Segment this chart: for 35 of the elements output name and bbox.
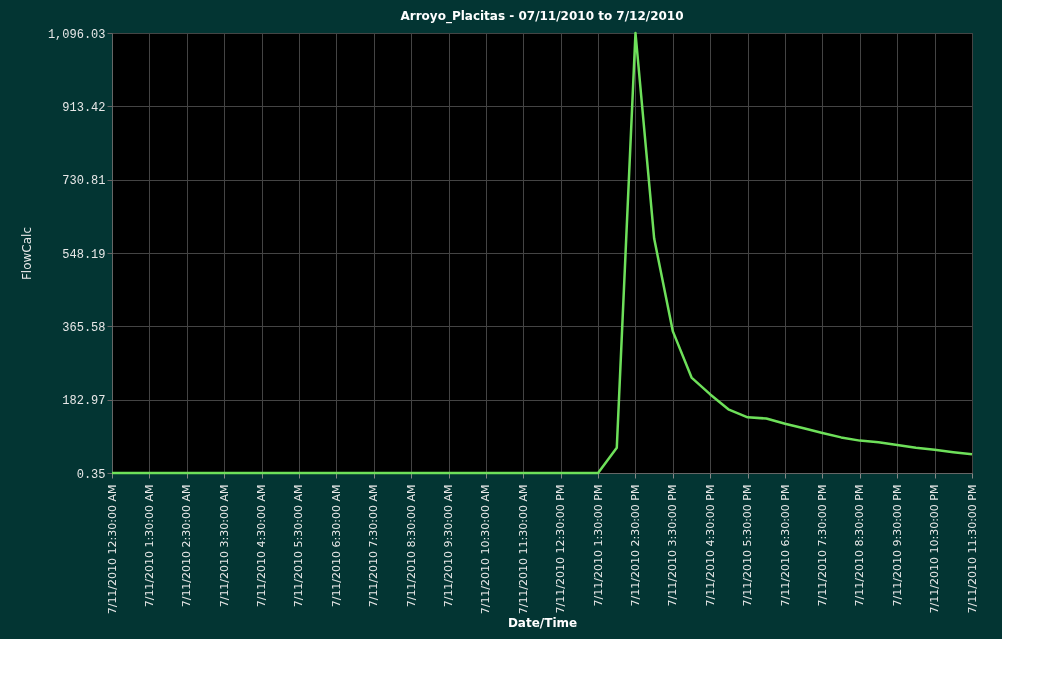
x-tick-label: 7/11/2010 5:30:00 AM <box>292 484 306 608</box>
y-axis-title: FlowCalc <box>19 226 34 281</box>
y-tick-label: 913.42 <box>62 100 106 115</box>
line-series <box>110 31 974 475</box>
x-tick-label: 7/11/2010 10:30:00 PM <box>928 484 942 614</box>
chart-title: Arroyo_Placitas - 07/11/2010 to 7/12/2010 <box>400 9 684 24</box>
x-tick-label: 7/11/2010 6:30:00 PM <box>778 484 792 607</box>
y-tick-label: 548.19 <box>62 247 106 262</box>
x-tick-label: 7/11/2010 3:30:00 PM <box>666 484 680 607</box>
x-tick-label: 7/11/2010 12:30:00 PM <box>554 484 568 614</box>
y-tick-label: 730.81 <box>62 174 106 189</box>
x-tick-label: 7/11/2010 2:30:00 PM <box>628 484 642 607</box>
x-tick-label: 7/11/2010 7:30:00 PM <box>815 484 829 607</box>
x-tick-label: 7/11/2010 4:30:00 PM <box>703 484 717 607</box>
x-tick-label: 7/11/2010 1:30:00 AM <box>142 484 156 608</box>
x-tick-label: 7/11/2010 2:30:00 AM <box>180 484 194 608</box>
y-tick-label: 1,096.03 <box>47 27 106 42</box>
x-tick-label: 7/11/2010 9:30:00 AM <box>442 484 456 608</box>
x-tick-label: 7/11/2010 6:30:00 AM <box>329 484 343 608</box>
y-tick-label: 365.58 <box>62 320 106 335</box>
y-tick-label: 0.35 <box>76 467 106 482</box>
y-tick-label: 182.97 <box>62 394 106 409</box>
x-tick-label: 7/11/2010 11:30:00 AM <box>516 484 530 615</box>
x-tick-label: 7/11/2010 8:30:00 PM <box>853 484 867 607</box>
x-tick-label: 7/11/2010 7:30:00 AM <box>367 484 381 608</box>
x-tick-label: 7/11/2010 5:30:00 PM <box>741 484 755 607</box>
x-axis-title: Date/Time <box>507 616 578 631</box>
x-tick-label: 7/11/2010 9:30:00 PM <box>890 484 904 607</box>
x-tick-label: 7/11/2010 3:30:00 AM <box>217 484 231 608</box>
x-tick-label: 7/11/2010 8:30:00 AM <box>404 484 418 608</box>
x-tick-label: 7/11/2010 1:30:00 PM <box>591 484 605 607</box>
x-tick-label: 7/11/2010 10:30:00 AM <box>479 484 493 615</box>
x-tick-label: 7/11/2010 12:30:00 AM <box>105 484 119 615</box>
x-tick-label: 7/11/2010 11:30:00 PM <box>965 484 979 614</box>
x-tick-label: 7/11/2010 4:30:00 AM <box>255 484 269 608</box>
